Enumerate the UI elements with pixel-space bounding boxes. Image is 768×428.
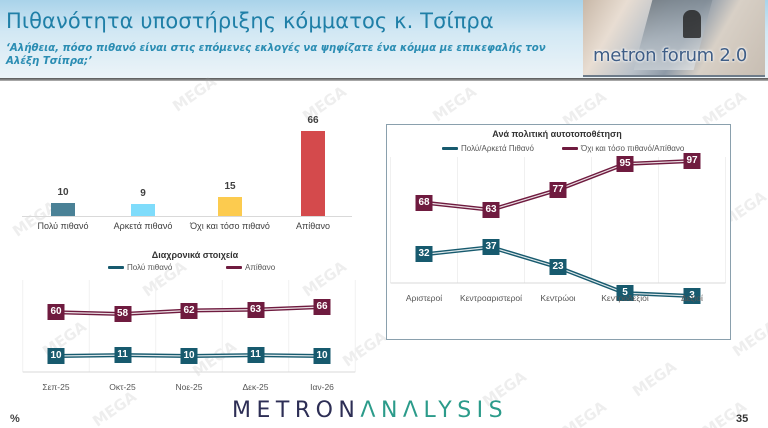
watermark-text: MEGA <box>729 317 768 361</box>
bar <box>131 204 155 216</box>
data-point-label: 63 <box>247 301 264 318</box>
data-point-label: 68 <box>415 194 433 211</box>
legend-swatch-icon <box>562 147 578 150</box>
legend-label: Πολύ/Αρκετά Πιθανό <box>461 144 534 153</box>
unit-label: % <box>10 413 20 425</box>
data-point-label: 58 <box>114 306 131 322</box>
brand-text-metron: METRON <box>232 398 361 423</box>
watermark-text: MEGA <box>629 357 680 401</box>
trend-chart-title: Διαχρονικά στοιχεία <box>151 250 239 260</box>
bar-value-label: 66 <box>307 115 319 126</box>
data-point-label: 10 <box>180 348 198 364</box>
legend-label: Όχι και τόσο πιθανό/Απίθανο <box>581 144 685 153</box>
x-axis-label: Κεντροαριστεροί <box>459 293 523 303</box>
x-axis-label: Νοε-25 <box>175 382 203 392</box>
x-axis-label: Αριστεροί <box>405 293 443 303</box>
legend-swatch-icon <box>108 266 124 269</box>
legend-item-likely: Πολύ/Αρκετά Πιθανό <box>442 144 534 153</box>
data-point-label: 95 <box>616 155 634 172</box>
legend-swatch-icon <box>226 266 242 269</box>
data-point-label: 32 <box>415 246 433 263</box>
header-divider <box>0 78 768 81</box>
line-chart-svg <box>390 157 726 298</box>
bar-axis-line <box>22 216 352 217</box>
trend-line-chart: Διαχρονικά στοιχεία Πολύ πιθανό Απίθανο … <box>20 245 365 392</box>
data-point-label: 10 <box>47 348 65 364</box>
x-axis-label: Οκτ-25 <box>109 382 136 392</box>
legend-label: Απίθανο <box>245 263 276 272</box>
page-number: 35 <box>736 413 749 425</box>
x-axis-label: Ιαν-26 <box>310 382 334 392</box>
legend-item-very-likely: Πολύ πιθανό <box>108 263 172 272</box>
x-axis-label: Δεξιοί <box>681 293 703 303</box>
x-axis-label: Σεπ-25 <box>42 382 70 392</box>
data-point-label: 97 <box>683 153 701 169</box>
data-point-label: 10 <box>313 348 331 364</box>
forum-logo-text: metron forum 2.0 <box>593 45 748 66</box>
data-point-label: 11 <box>247 347 264 364</box>
watermark-text: MEGA <box>429 82 480 126</box>
likelihood-bar-chart: 10 Πολύ πιθανό 9 Αρκετά πιθανό 15 Όχι και τόσ… <box>20 110 352 235</box>
data-point-label: 11 <box>114 347 131 364</box>
legend-item-unlikely: Όχι και τόσο πιθανό/Απίθανο <box>562 144 684 153</box>
x-axis-label: Κεντροδεξιοί <box>601 293 649 303</box>
legend-swatch-icon <box>442 147 458 150</box>
x-axis-label: Κεντρώοι <box>540 293 576 303</box>
legend-label: Πολύ πιθανό <box>127 263 173 272</box>
bar <box>218 197 242 216</box>
bar-category-label: Απίθανο <box>296 221 330 231</box>
watermark-text: MEGA <box>89 387 140 428</box>
data-point-label: 77 <box>549 181 567 198</box>
question-text: ‘Αλήθεια, πόσο πιθανό είναι στις επόμενε… <box>6 43 546 67</box>
watermark-text: MEGA <box>559 397 610 428</box>
page-title: Πιθανότητα υποστήριξης κόμματος κ. Τσίπρ… <box>6 9 494 33</box>
metron-forum-logo: metron forum 2.0 <box>583 0 765 77</box>
bar-category-label: Αρκετά πιθανό <box>113 221 173 231</box>
political-position-panel: Ανά πολιτική αυτοτοποθέτηση Πολύ/Αρκετά … <box>386 124 731 340</box>
legend-item-unlikely: Απίθανο <box>226 263 275 272</box>
data-point-label: 5 <box>616 285 634 302</box>
bar-value-label: 10 <box>57 187 69 198</box>
x-axis-label: Δεκ-25 <box>242 382 269 392</box>
metron-analysis-logo: METRONΛNΛLYSIS <box>232 398 508 423</box>
position-chart-title: Ανά πολιτική αυτοτοποθέτηση <box>492 129 622 139</box>
bar-value-label: 15 <box>224 181 236 192</box>
bar <box>51 203 75 216</box>
bar <box>301 131 325 216</box>
data-point-label: 60 <box>47 304 65 321</box>
data-point-label: 23 <box>549 259 567 276</box>
data-point-label: 62 <box>180 302 198 319</box>
data-point-label: 37 <box>482 239 500 256</box>
bar-category-label: Πολύ πιθανό <box>37 221 89 231</box>
data-point-label: 66 <box>313 299 331 315</box>
data-point-label: 63 <box>482 201 500 218</box>
bar-category-label: Όχι και τόσο πιθανό <box>190 221 270 231</box>
data-point-label: 3 <box>683 288 701 304</box>
brand-text-analysis: ΛNΛLYSIS <box>360 398 509 423</box>
bar-value-label: 9 <box>140 188 146 199</box>
